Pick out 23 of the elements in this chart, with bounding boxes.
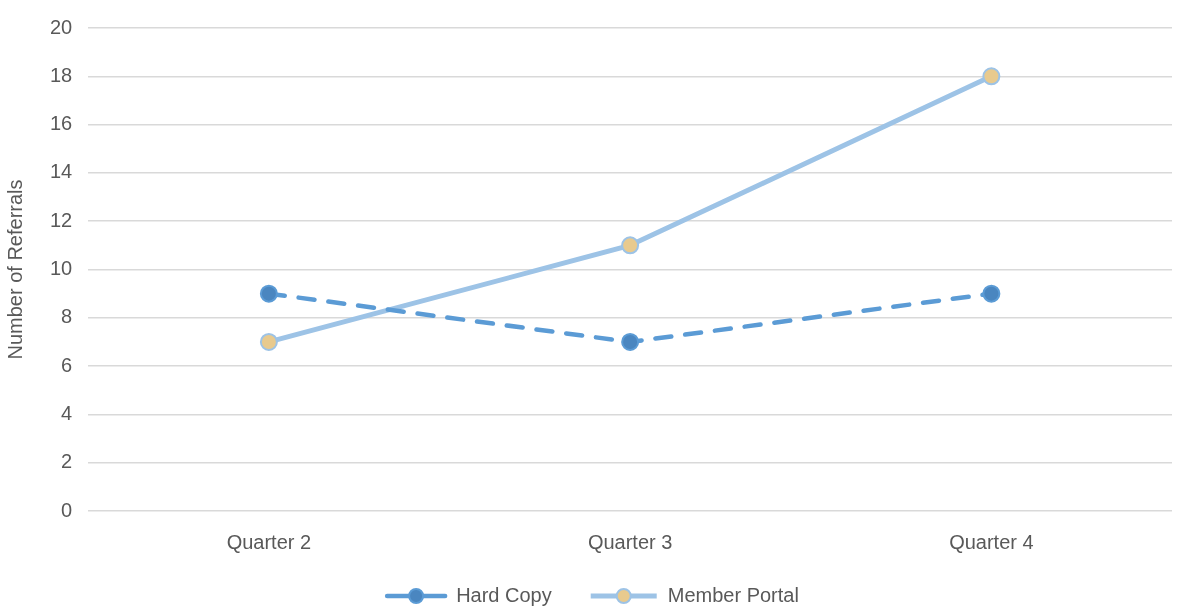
y-tick-label: 12 bbox=[50, 208, 73, 231]
point bbox=[621, 236, 640, 255]
x-tick-label: Quarter 2 bbox=[226, 530, 312, 553]
legend-label: Member Portal bbox=[667, 583, 799, 606]
x-tick-label: Quarter 3 bbox=[587, 530, 673, 553]
y-tick-label: 20 bbox=[50, 15, 73, 38]
y-tick-label: 6 bbox=[61, 353, 73, 376]
point bbox=[621, 332, 640, 351]
y-tick-label: 16 bbox=[50, 112, 73, 135]
y-axis-title: Number of Referrals bbox=[3, 179, 26, 360]
point bbox=[259, 332, 278, 351]
point bbox=[982, 284, 1001, 303]
point bbox=[259, 284, 278, 303]
y-tick-label: 8 bbox=[61, 305, 73, 328]
legend-label: Hard Copy bbox=[456, 583, 552, 606]
x-tick-label: Quarter 4 bbox=[949, 530, 1034, 553]
y-tick-label: 4 bbox=[61, 401, 73, 424]
y-tick-label: 14 bbox=[50, 160, 73, 183]
y-tick-label: 10 bbox=[50, 257, 73, 280]
point bbox=[982, 67, 1001, 86]
y-tick-label: 2 bbox=[61, 450, 73, 473]
y-tick-label: 18 bbox=[50, 63, 73, 86]
y-tick-label: 0 bbox=[61, 498, 73, 521]
